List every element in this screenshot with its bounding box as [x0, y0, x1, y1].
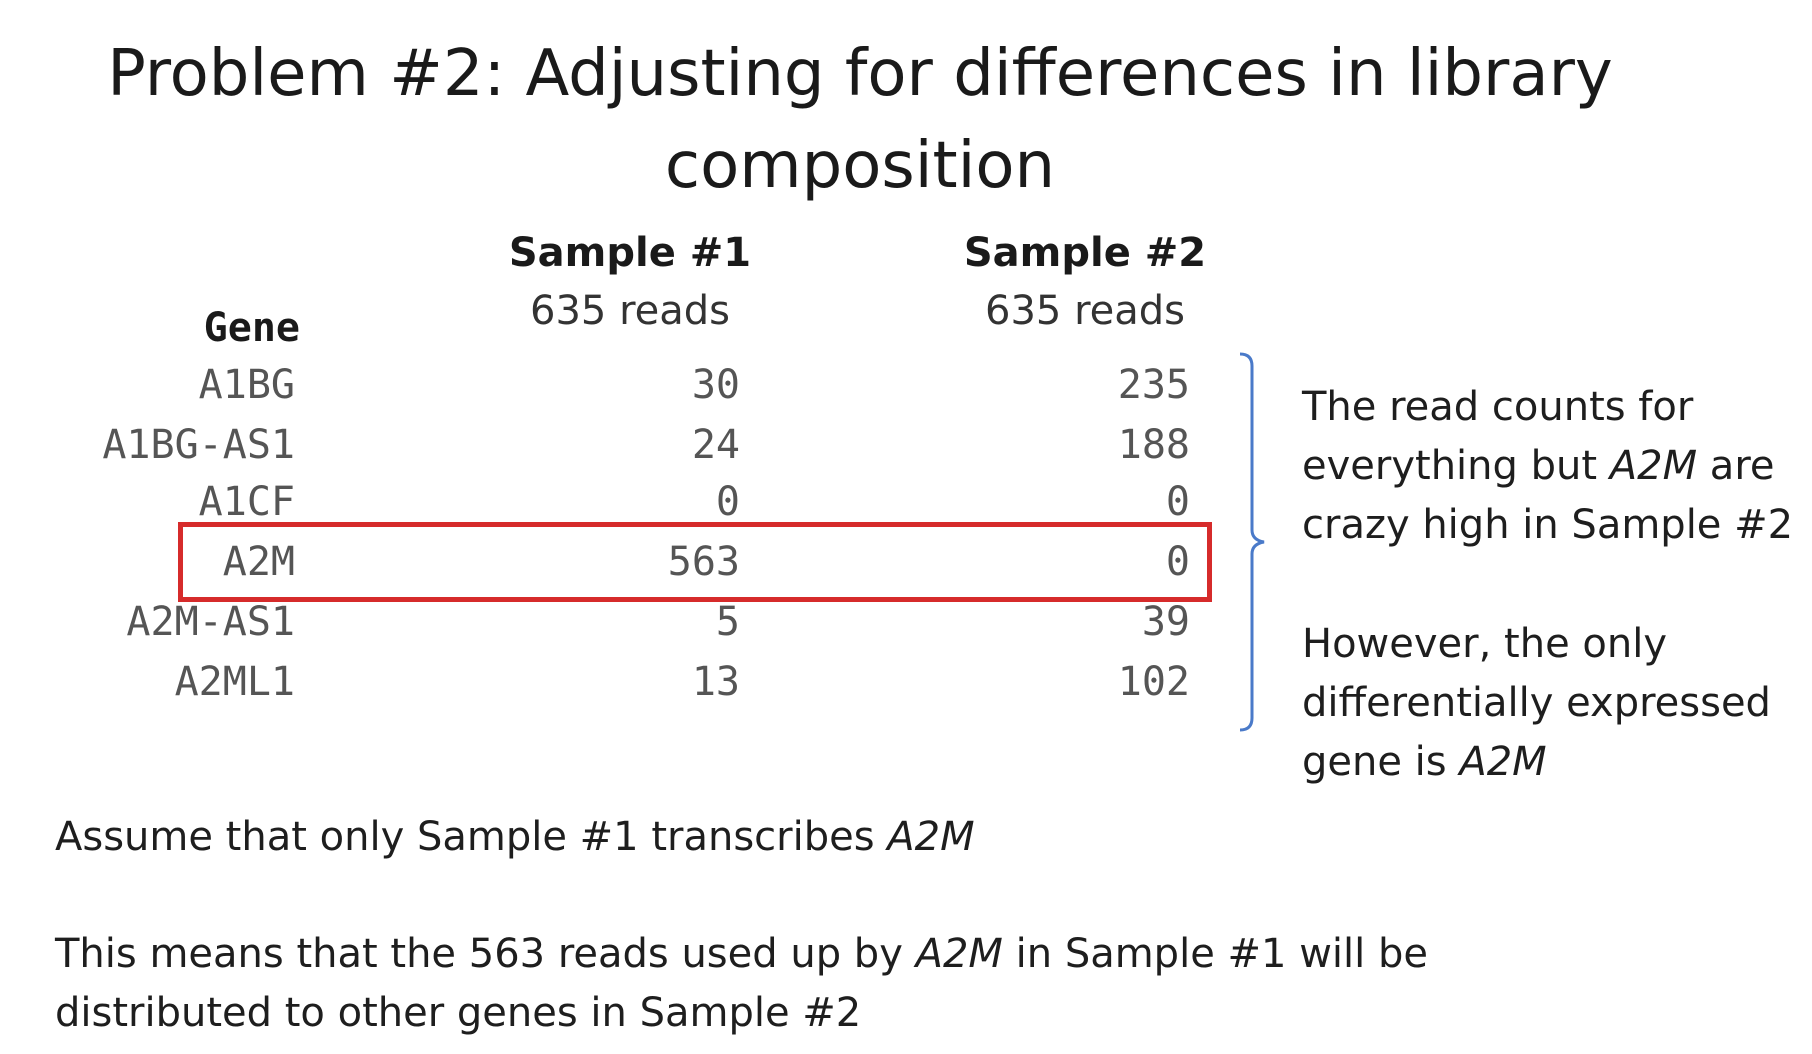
sample1-cell: 24 — [691, 422, 740, 468]
sample1-cell: 5 — [715, 599, 740, 645]
sample1-cell: 13 — [691, 659, 740, 705]
sample2-cell: 39 — [1141, 599, 1190, 645]
sample1-reads: 635 reads — [530, 288, 730, 334]
differential-expression-note: However, the only differentially express… — [1302, 615, 1802, 792]
note1-line-2-gene: A2M — [1609, 443, 1698, 489]
gene-cell: A2M-AS1 — [126, 599, 295, 645]
para2-line-1: This means that the 563 reads used up by… — [55, 925, 1428, 984]
assumption-text: Assume that only Sample #1 transcribes A… — [55, 808, 975, 867]
a2m-highlight-box — [178, 522, 1212, 602]
gene-cell: A1BG-AS1 — [102, 422, 295, 468]
gene-cell: A2ML1 — [174, 659, 295, 705]
para2-line-1-pre: This means that the 563 reads used up by — [55, 931, 916, 977]
note1-line-2-post: are — [1697, 443, 1775, 489]
sample2-cell: 188 — [1117, 422, 1190, 468]
sample2-header: Sample #2 — [963, 230, 1207, 276]
table-row: A2M-AS1 5 39 — [0, 592, 1240, 652]
gene-column-header: Gene — [203, 305, 300, 351]
title-line-1: Problem #2: Adjusting for differences in… — [107, 37, 1613, 111]
table-row: A2ML1 13 102 — [0, 652, 1240, 712]
table-row-highlighted: A2M 563 0 — [0, 532, 1240, 592]
note2-line-1: However, the only — [1302, 621, 1667, 667]
sample1-cell: 563 — [667, 539, 740, 585]
sample1-cell: 0 — [715, 479, 740, 525]
para2-line-1-post: in Sample #1 will be — [1002, 931, 1428, 977]
read-counts-note: The read counts for everything but A2M a… — [1302, 378, 1802, 555]
note1-line-3: crazy high in Sample #2 — [1302, 502, 1794, 548]
sample2-cell: 102 — [1117, 659, 1190, 705]
para1-pre: Assume that only Sample #1 transcribes — [55, 814, 888, 860]
note2-line-3: gene is A2M — [1302, 733, 1802, 792]
para2-line-2: distributed to other genes in Sample #2 — [55, 990, 862, 1036]
sample1-header: Sample #1 — [508, 230, 752, 276]
conclusion-text: This means that the 563 reads used up by… — [55, 925, 1428, 1043]
table-row: A1CF 0 0 — [0, 472, 1240, 532]
para2-line-1-gene: A2M — [915, 931, 1003, 977]
note1-line-2: everything but A2M are — [1302, 437, 1802, 496]
sample2-cell: 0 — [1165, 539, 1190, 585]
title-line-2: composition — [664, 129, 1056, 203]
curly-bracket-icon — [1239, 352, 1265, 732]
table-row: A1BG-AS1 24 188 — [0, 415, 1240, 475]
note1-line-2-pre: everything but — [1302, 443, 1610, 489]
gene-cell: A1CF — [198, 479, 295, 525]
sample2-cell: 0 — [1165, 479, 1190, 525]
note2-line-2: differentially expressed — [1302, 680, 1771, 726]
note2-line-3-gene: A2M — [1459, 739, 1547, 785]
table-row: A1BG 30 235 — [0, 355, 1240, 415]
sample1-cell: 30 — [691, 362, 740, 408]
gene-cell: A1BG — [198, 362, 295, 408]
para1-gene: A2M — [887, 814, 975, 860]
sample2-cell: 235 — [1117, 362, 1190, 408]
note2-line-3-pre: gene is — [1302, 739, 1460, 785]
note1-line-1: The read counts for — [1302, 384, 1694, 430]
sample2-reads: 635 reads — [985, 288, 1185, 334]
gene-cell: A2M — [222, 539, 295, 585]
